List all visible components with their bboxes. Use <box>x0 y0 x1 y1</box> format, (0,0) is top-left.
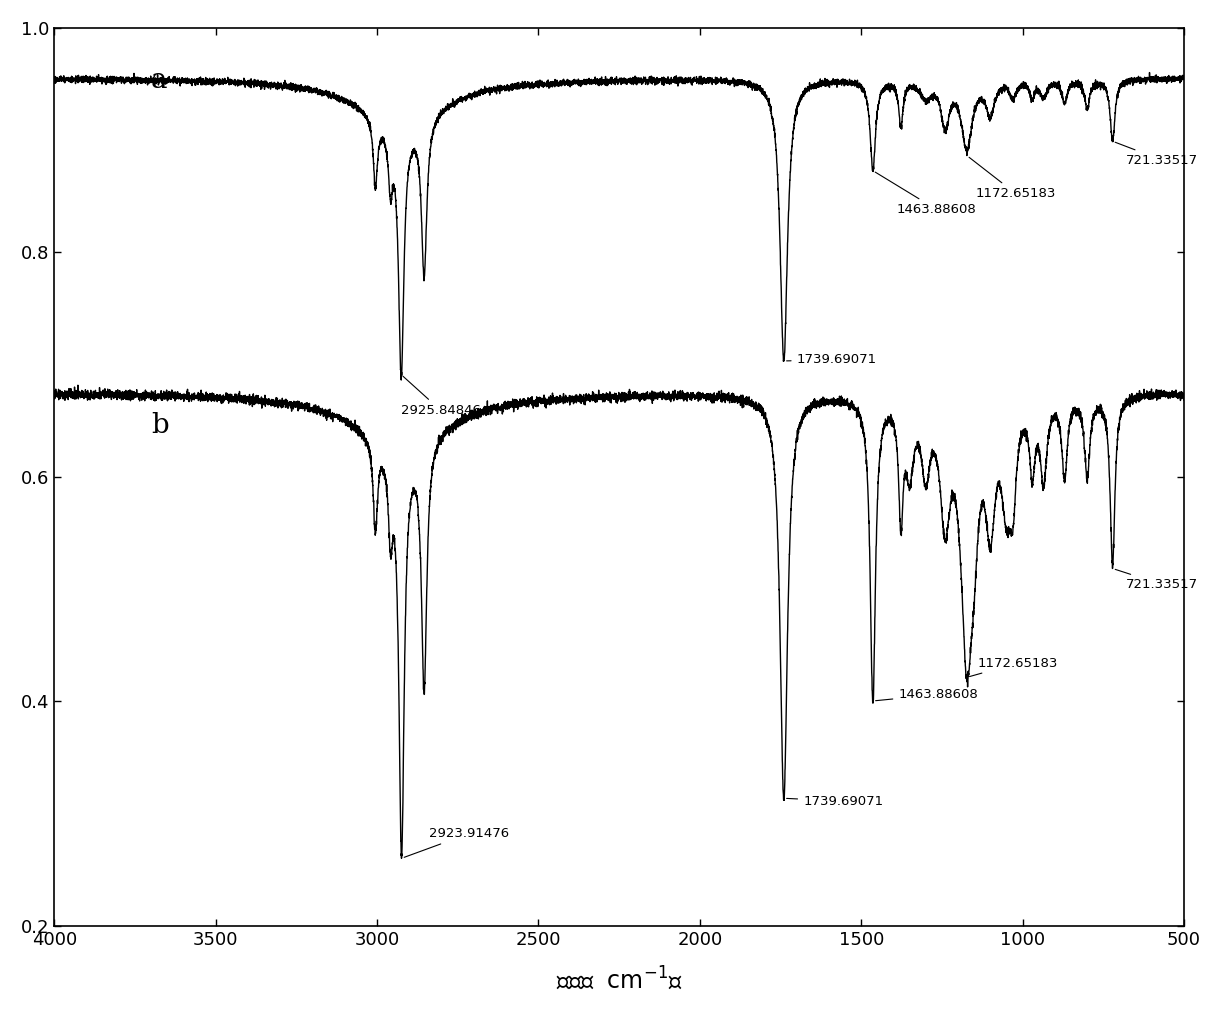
Text: 1739.69071: 1739.69071 <box>787 795 883 808</box>
Text: 721.33517: 721.33517 <box>1115 142 1199 166</box>
Text: 1463.88608: 1463.88608 <box>876 172 976 216</box>
Text: 2925.84846: 2925.84846 <box>402 376 481 417</box>
Text: 721.33517: 721.33517 <box>1115 569 1199 591</box>
Text: 1463.88608: 1463.88608 <box>876 689 977 701</box>
Text: 1172.65183: 1172.65183 <box>970 657 1057 676</box>
Text: 1739.69071: 1739.69071 <box>787 354 877 366</box>
Text: 2923.91476: 2923.91476 <box>404 827 508 857</box>
Text: 1172.65183: 1172.65183 <box>969 157 1056 200</box>
Text: a: a <box>151 67 167 94</box>
X-axis label: 波数（  cm$^{-1}$）: 波数（ cm$^{-1}$） <box>556 965 683 993</box>
Text: b: b <box>151 412 168 439</box>
